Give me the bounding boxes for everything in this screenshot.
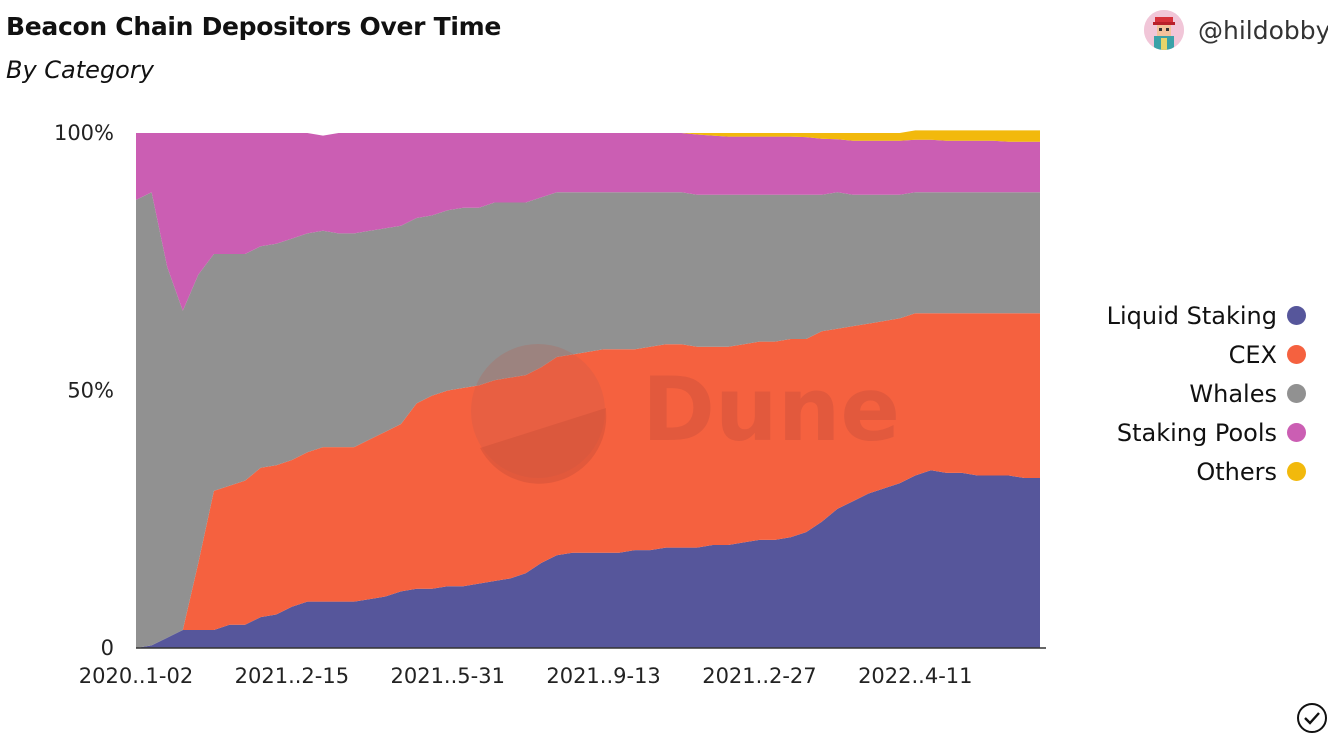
author-handle[interactable]: @hildobby	[1198, 15, 1328, 45]
legend: Liquid Staking CEX Whales Staking Pools Othe…	[1107, 296, 1306, 491]
dune-watermark: Dune	[471, 344, 900, 484]
area-others[interactable]	[136, 130, 1040, 142]
legend-label: Staking Pools	[1116, 418, 1277, 447]
legend-item[interactable]: CEX	[1107, 335, 1306, 374]
legend-item[interactable]: Staking Pools	[1107, 413, 1306, 452]
y-tick-label: 50%	[67, 379, 114, 403]
legend-item[interactable]: Liquid Staking	[1107, 296, 1306, 335]
x-tick-label: 2022..4-11	[858, 664, 972, 688]
dune-logo-icon	[471, 344, 605, 478]
legend-label: Liquid Staking	[1106, 301, 1277, 330]
checkmark-circle-icon[interactable]	[1296, 702, 1328, 734]
watermark-text: Dune	[642, 358, 900, 461]
y-tick-label: 100%	[54, 121, 114, 145]
legend-swatch	[1287, 345, 1306, 364]
y-axis-ticks: 0 50% 100%	[54, 121, 114, 660]
avatar-icon[interactable]	[1144, 10, 1184, 50]
legend-swatch	[1287, 306, 1306, 325]
legend-label: Whales	[1189, 379, 1277, 408]
legend-label: CEX	[1228, 340, 1277, 369]
chart-subtitle: By Category	[6, 56, 154, 84]
x-tick-label: 2021..5-31	[390, 664, 504, 688]
chart-title: Beacon Chain Depositors Over Time	[6, 12, 501, 41]
x-tick-label: 2021..2-15	[235, 664, 349, 688]
author-badge[interactable]: @hildobby	[1144, 10, 1328, 50]
area-cex[interactable]	[136, 313, 1040, 648]
x-tick-label: 2021..9-13	[546, 664, 660, 688]
area-staking-pools[interactable]	[136, 133, 1040, 311]
legend-item[interactable]: Whales	[1107, 374, 1306, 413]
legend-swatch	[1287, 423, 1306, 442]
area-liquid-staking[interactable]	[136, 470, 1040, 648]
x-tick-label: 2020..1-02	[79, 664, 193, 688]
legend-swatch	[1287, 384, 1306, 403]
x-tick-label: 2021..2-27	[702, 664, 816, 688]
legend-item[interactable]: Others	[1107, 452, 1306, 491]
area-whales[interactable]	[136, 192, 1040, 648]
x-axis-ticks: 2020..1-02 2021..2-15 2021..5-31 2021..9-13…	[79, 664, 973, 688]
legend-label: Others	[1196, 457, 1277, 486]
y-tick-label: 0	[101, 636, 114, 660]
legend-swatch	[1287, 462, 1306, 481]
chart-areas	[136, 130, 1040, 648]
